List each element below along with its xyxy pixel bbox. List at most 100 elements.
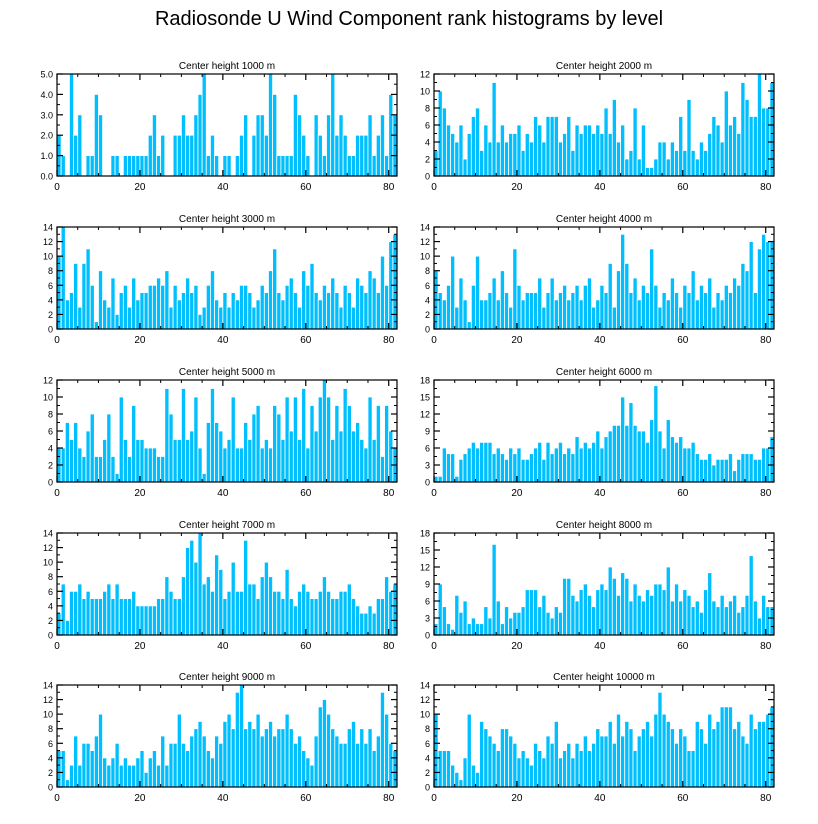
panel-1-bar-53	[276, 155, 282, 177]
panel-7-bar-79	[384, 576, 390, 636]
panel-5-bar-7	[85, 430, 91, 483]
panel-8-bar-55	[661, 589, 667, 636]
panel-9-bar-23	[151, 750, 157, 788]
panel-5-ytick-label-2: 4	[48, 444, 53, 454]
panel-5-xtick-label-4: 80	[383, 488, 395, 499]
panel-8-bar-65	[703, 589, 709, 636]
panel-7-ytick-label-2: 4	[48, 601, 53, 611]
panel-6-bar-76	[748, 453, 754, 483]
panel-9-bar-2	[64, 779, 70, 788]
panel-9-bar-77	[375, 735, 381, 788]
panel-1-bar-54	[280, 155, 286, 177]
panel-7-xtick-label-1: 20	[134, 641, 146, 652]
panel-5-bar-66	[330, 439, 336, 483]
panel-5-bar-31	[185, 439, 191, 483]
panel-7-bar-75	[367, 605, 373, 636]
panel-9-bar-31	[185, 750, 191, 788]
panel-2-bar-25	[537, 124, 543, 177]
panel-6-bar-23	[528, 453, 534, 483]
panel-5-bar-20	[139, 439, 145, 483]
panel-7-bar-51	[268, 576, 274, 636]
panel-8-bar-28	[549, 617, 555, 636]
panel-1-bar-31	[185, 134, 191, 177]
panel-5-bar-4	[73, 422, 79, 483]
panel-3-bar-79	[384, 284, 390, 330]
panel-5-bar-73	[359, 439, 365, 483]
figure-title: Radiosonde U Wind Component rank histogr…	[154, 8, 664, 30]
panel-5-bar-2	[64, 422, 70, 483]
panel-10-bar-65	[703, 742, 709, 788]
panel-6-ytick-label-1: 3	[425, 461, 430, 471]
panel-6-bar-44	[616, 424, 621, 483]
panel-8-bar-6	[458, 611, 464, 636]
panel-7-bar-26	[164, 576, 170, 636]
panel-4-ytick-label-7: 14	[420, 223, 430, 233]
panel-3-bar-3	[69, 292, 74, 330]
panel-7-bar-19	[135, 605, 141, 636]
panel-6-bar-73	[736, 458, 742, 483]
panel-3-bar-63	[317, 299, 323, 330]
panel-6-bar-31	[562, 453, 568, 483]
panel-3-bar-2	[64, 299, 70, 330]
panel-4-bar-49	[636, 299, 642, 330]
panel-4-bar-46	[624, 263, 630, 330]
panel-8-bar-13	[487, 617, 493, 636]
panel-8-ytick-label-5: 15	[420, 546, 430, 556]
panel-4-bar-16	[499, 270, 505, 330]
panel-4-bar-42	[607, 263, 613, 330]
panel-4-bar-68	[715, 292, 721, 330]
panel-6-bar-8	[466, 447, 472, 483]
panel-9-bar-52	[272, 735, 278, 788]
panel-3-bar-13	[110, 277, 116, 330]
panel-6-bar-62	[690, 441, 696, 483]
panel-9-bar-49	[259, 735, 265, 788]
panel-2-bar-48	[632, 107, 638, 177]
panel-3-bar-7	[85, 248, 91, 330]
panel-3-bar-62	[313, 292, 319, 330]
panel-4-bar-58	[674, 292, 680, 330]
panel-4-bar-2	[441, 299, 447, 330]
panel-9-ytick-label-2: 4	[48, 753, 53, 763]
panel-5-bar-79	[384, 405, 390, 483]
panel-3-bar-39	[218, 306, 224, 330]
panel-10-bar-22	[524, 757, 530, 788]
panel-6-bar-17	[504, 458, 510, 483]
panel-3-ytick-label-5: 10	[43, 252, 53, 262]
panel-3-bar-36	[205, 284, 211, 330]
panel-7-bar-52	[272, 590, 278, 636]
panel-10-bar-29	[553, 721, 559, 788]
panel-8-bar-61	[686, 594, 692, 636]
panel-10-xtick-label-1: 20	[511, 793, 523, 804]
panel-6-bar-57	[669, 436, 675, 483]
panel-4-bar-6	[458, 277, 464, 330]
panel-10-bar-67	[711, 728, 717, 788]
panel-3-bar-73	[359, 284, 365, 330]
panel-5-bar-69	[342, 388, 348, 483]
panel-8-bar-63	[694, 600, 700, 636]
panel-2-bar-32	[566, 116, 572, 177]
panel-3-bar-50	[263, 292, 269, 330]
panel-10-bar-43	[611, 742, 617, 788]
panel-8-bar-44	[616, 594, 621, 636]
panel-2-bar-57	[669, 141, 675, 177]
panel-9-bar-6	[81, 742, 87, 788]
panel-1-bar-20	[139, 155, 145, 177]
panel-2-xtick-label-1: 20	[511, 182, 523, 193]
panel-8-xtick-label-4: 80	[760, 641, 772, 652]
panel-3-ytick-label-2: 4	[48, 295, 53, 305]
panel-2-bar-63	[694, 158, 700, 177]
panel-2-bar-27	[545, 116, 551, 177]
panel-1-bar-48	[255, 114, 261, 177]
panel-2-bar-33	[570, 150, 576, 177]
panel-3-bar-77	[375, 292, 381, 330]
panel-8-xtick-label-2: 40	[594, 641, 606, 652]
panel-10-bar-18	[508, 735, 514, 788]
panel-1-bar-67	[334, 134, 340, 177]
panel-10-bar-15	[495, 750, 501, 788]
panel-10-bar-42	[607, 721, 613, 788]
panel-10-bar-34	[574, 742, 580, 788]
panel-6-bar-30	[557, 441, 563, 483]
panel-3-title: Center height 3000 m	[179, 214, 275, 225]
panel-7-bar-23	[151, 605, 157, 636]
panel-4-bar-10	[475, 255, 481, 330]
